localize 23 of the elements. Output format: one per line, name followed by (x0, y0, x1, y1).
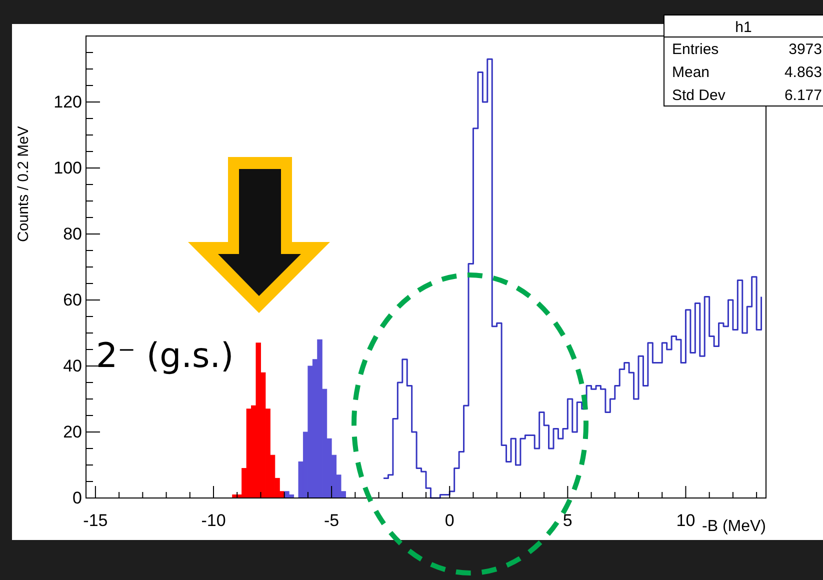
y-tick-label: 60 (63, 290, 82, 310)
annotation: 2⁻ (g.s.) (96, 336, 234, 376)
text: 6.177 (784, 87, 822, 104)
text: 4.863 (784, 64, 822, 81)
x-axis-title: -B (MeV) (702, 518, 766, 535)
y-tick-label: 120 (54, 92, 82, 112)
y-tick-label: 100 (54, 158, 82, 178)
annotation: Std Dev (672, 87, 726, 104)
x-tick-label: -15 (83, 511, 108, 530)
annotation: Entries (672, 41, 719, 58)
y-tick-label: 0 (72, 488, 82, 508)
annotation: h1 (735, 19, 752, 36)
y-tick-label: 80 (63, 224, 82, 244)
y-tick-label: 40 (63, 356, 82, 376)
annotation: Mean (672, 64, 710, 81)
x-tick-label: 5 (562, 511, 572, 530)
y-axis-title: Counts / 0.2 MeV (15, 126, 32, 242)
x-tick-label: 10 (676, 511, 696, 530)
x-tick-label: -10 (201, 511, 226, 530)
text: 3973 (788, 41, 822, 58)
x-tick-label: 0 (444, 511, 454, 530)
x-tick-label: -5 (324, 511, 340, 530)
y-tick-label: 20 (63, 422, 82, 442)
